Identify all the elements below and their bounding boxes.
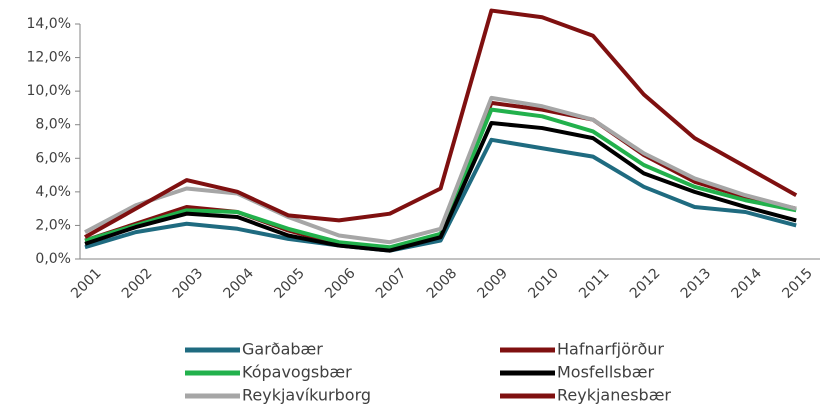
legend-label: Mosfellsbær bbox=[557, 363, 655, 382]
series-line bbox=[84, 95, 797, 245]
legend-label: Reykjanesbær bbox=[557, 386, 671, 405]
x-tick-label: 2004 bbox=[221, 265, 258, 302]
legend-label: Kópavogsbær bbox=[242, 363, 352, 382]
x-tick-label: 2008 bbox=[424, 265, 461, 302]
y-tick-label: 0,0% bbox=[35, 251, 71, 267]
x-tick-label: 2003 bbox=[170, 265, 207, 302]
x-tick-label: 2006 bbox=[322, 265, 359, 302]
x-tick-label: 2014 bbox=[729, 265, 766, 302]
legend-label: Reykjavíkurborg bbox=[242, 386, 371, 405]
x-tick-label: 2009 bbox=[475, 265, 512, 302]
x-tick-label: 2013 bbox=[678, 265, 715, 302]
y-tick-label: 8,0% bbox=[35, 117, 71, 133]
y-tick-label: 4,0% bbox=[35, 184, 71, 200]
legend-label: Garðabær bbox=[242, 340, 323, 359]
x-tick-label: 2007 bbox=[373, 265, 410, 302]
series-line bbox=[84, 8, 798, 239]
x-tick-label: 2002 bbox=[119, 265, 156, 302]
series-line bbox=[84, 137, 797, 253]
series-line bbox=[84, 121, 797, 253]
y-tick-label: 12,0% bbox=[27, 50, 71, 66]
x-tick-label: 2011 bbox=[576, 265, 613, 302]
y-tick-label: 10,0% bbox=[27, 83, 71, 99]
y-tick-label: 2,0% bbox=[35, 217, 71, 233]
y-tick-label: 6,0% bbox=[35, 150, 71, 166]
x-tick-label: 2012 bbox=[627, 265, 664, 302]
x-tick-label: 2015 bbox=[779, 265, 816, 302]
x-tick-label: 2001 bbox=[68, 265, 105, 302]
x-tick-label: 2005 bbox=[271, 265, 308, 302]
legend-label: Hafnarfjörður bbox=[557, 340, 664, 359]
y-tick-label: 14,0% bbox=[27, 16, 71, 32]
x-tick-label: 2010 bbox=[525, 265, 562, 302]
